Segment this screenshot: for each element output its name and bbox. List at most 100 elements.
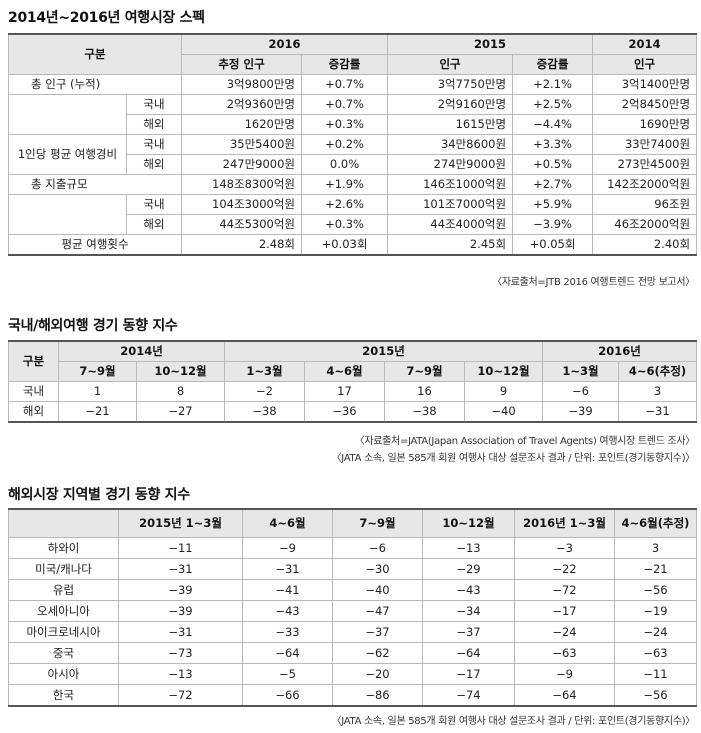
table-row: 해외 1620만명 +0.3% 1615만명 −4.4% 1690만명 [8,114,698,135]
cell: −43 [422,579,515,601]
cell: −30 [332,558,423,580]
header-year-2014: 2014년 [58,340,225,362]
cell: −29 [422,558,515,580]
header-period: 4~6월(추정) [614,508,697,538]
header-year-2015: 2015 [387,33,594,55]
cell: −3.9% [512,214,594,235]
cell: 3억1400만명 [592,74,698,95]
table-row: 해외 −21 −27 −38 −36 −38 −40 −39 −31 [8,401,698,423]
cell: −17 [422,663,515,685]
cell: +2.6% [301,194,389,215]
cell: −6 [332,537,423,559]
cell: −24 [614,621,697,643]
cell: −13 [118,663,243,685]
cell: −31 [118,621,243,643]
cell: +1.9% [301,174,389,195]
cell: 44조4000억원 [387,214,514,235]
cell: 1615만명 [387,114,514,135]
cell: 3 [618,381,698,402]
header-period: 2015년 1~3월 [118,508,243,538]
cell: −22 [514,558,615,580]
header-period: 2016년 1~3월 [514,508,615,538]
cell: 2억9360만명 [181,94,303,115]
section3-title: 해외시장 지역별 경기 동향 지수 [8,487,190,503]
cell: 2.40회 [592,234,698,256]
row-subcategory: 국내 [125,94,183,115]
header-pop: 인구 [387,54,514,75]
table-row: 하와이 −11 −9 −6 −13 −3 3 [8,537,697,559]
cell: 146조1000억원 [387,174,514,195]
header-period: 1~3월 [224,361,305,382]
cell: −21 [614,558,697,580]
header-period: 4~6(추정) [618,361,698,382]
cell: +0.03회 [301,234,389,256]
table-row: 미국/캐나다 −31 −31 −30 −29 −22 −21 [8,558,697,580]
row-label: 국내 [8,381,59,402]
header-period: 10~12월 [422,508,515,538]
cell: −37 [332,621,423,643]
cell: −39 [118,600,243,622]
cell: +5.9% [512,194,594,215]
cell: 1620만명 [181,114,303,135]
cell: −40 [463,401,544,423]
cell: −41 [242,579,333,601]
cell: −73 [118,642,243,664]
header-period: 10~12월 [136,361,225,382]
table-row: 중국 −73 −64 −62 −64 −63 −63 [8,642,697,664]
header-period: 1~3월 [542,361,620,382]
header-empty [8,508,119,538]
table-row: 오세아니아 −39 −43 −47 −34 −17 −19 [8,600,697,622]
header-year-2016: 2016 [181,33,389,55]
cell: −43 [242,600,333,622]
table-row: 해외 44조5300억원 +0.3% 44조4000억원 −3.9% 46조20… [8,214,698,235]
row-label: 하와이 [8,537,119,559]
row-label: 한국 [8,684,119,707]
cell: 8 [136,381,225,402]
cell: −72 [118,684,243,707]
empty-cell [8,94,127,115]
cell: −27 [136,401,225,423]
cell: −9 [242,537,333,559]
cell: 2.45회 [387,234,514,256]
cell: 3 [614,537,697,559]
cell: −31 [618,401,698,423]
header-period: 7~9월 [58,361,137,382]
cell: 273만4500원 [592,154,698,175]
travel-index-table: 구분 2014년 2015년 2016년 7~9월 10~12월 1~3월 4~… [8,340,698,423]
cell: 17 [304,381,385,402]
header-period: 7~9월 [384,361,465,382]
cell: −11 [614,663,697,685]
header-year-2014: 2014 [592,33,698,55]
row-label: 유럽 [8,579,119,601]
cell: −74 [422,684,515,707]
cell: −39 [542,401,620,423]
cell: 148조8300억원 [181,174,303,195]
cell: 35만5400원 [181,134,303,155]
cell: −5 [242,663,333,685]
cell: −47 [332,600,423,622]
cell: +0.2% [301,134,389,155]
section1-source: 〈자료출처=JTB 2016 여행트렌드 전망 보고서〉 [492,277,695,288]
cell: +0.3% [301,214,389,235]
cell: 274만9000원 [387,154,514,175]
row-category: 1인당 평균 여행경비 [8,134,127,175]
cell: 46조2000억원 [592,214,698,235]
cell: +0.7% [301,94,389,115]
section2-source-2: 〈JATA 소속, 일본 585개 회원 여행사 대상 설문조사 결과 / 단위… [331,453,696,464]
header-period: 10~12월 [463,361,544,382]
cell: +3.3% [512,134,594,155]
cell: 3억7750만명 [387,74,514,95]
cell: +2.5% [512,94,594,115]
row-label: 마이크로네시아 [8,621,119,643]
cell: 9 [463,381,544,402]
cell: +0.3% [301,114,389,135]
cell: 16 [384,381,465,402]
header-category: 구분 [7,33,183,75]
cell: 142조2000억원 [592,174,698,195]
cell: +2.1% [512,74,594,95]
cell: −21 [58,401,137,423]
cell: 104조3000억원 [181,194,303,215]
cell: −33 [242,621,333,643]
row-category: 총 인구 (누적) [7,74,183,95]
cell: −38 [224,401,305,423]
